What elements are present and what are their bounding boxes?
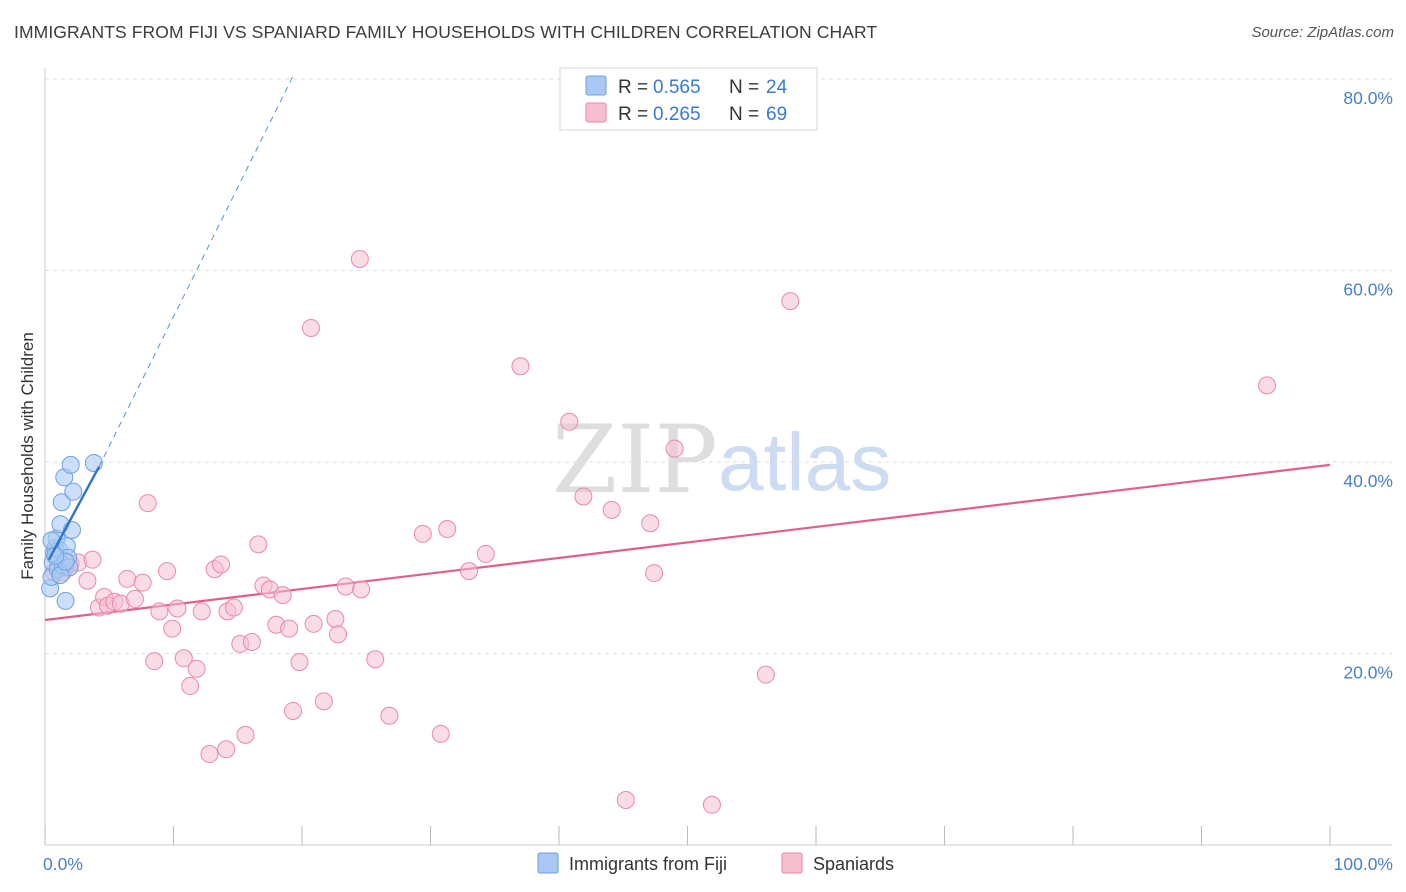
spaniards-point <box>212 555 231 574</box>
spaniards-point <box>174 649 193 668</box>
spaniards-point <box>304 614 323 633</box>
spaniards-point <box>352 580 371 599</box>
spaniards-point <box>133 573 152 592</box>
x-tick-label: 100.0% <box>1334 854 1393 874</box>
legend-swatch-fiji <box>537 852 559 874</box>
watermark: ZIP atlas <box>552 406 891 515</box>
gridlines <box>45 78 1392 654</box>
spaniards-point <box>242 633 261 652</box>
stats-swatch-fiji <box>585 75 607 96</box>
spaniards-point <box>224 598 243 617</box>
fiji-point <box>61 455 80 474</box>
fiji-point <box>84 453 103 472</box>
spaniards-point <box>138 494 157 513</box>
spaniards-point <box>284 701 303 720</box>
source-label: Source: ZipAtlas.com <box>1251 24 1394 41</box>
spaniards-point <box>158 562 177 581</box>
spaniards-point <box>249 535 268 554</box>
spaniards-point <box>163 619 182 638</box>
spaniards-point <box>431 724 450 743</box>
spaniards-point <box>616 790 635 809</box>
spaniards-trend <box>44 463 1331 622</box>
x-tick-label: 0.0% <box>43 854 83 874</box>
spaniards-point <box>350 250 369 269</box>
legend-swatch-spain <box>781 852 803 874</box>
spaniards-point <box>328 625 347 644</box>
spaniards-point <box>645 564 664 583</box>
spaniards-point <box>413 524 432 543</box>
stats-n-label-spain: N = <box>729 104 759 125</box>
spaniards-point <box>366 650 385 669</box>
spaniards-point <box>145 652 164 671</box>
fiji-point <box>42 531 61 550</box>
spaniards-point <box>168 599 187 618</box>
spaniards-point <box>781 292 800 311</box>
fiji-point <box>52 493 71 512</box>
legend-label-spain: Spaniards <box>813 854 894 874</box>
spaniards-point <box>1258 376 1277 395</box>
y-tick-label: 20.0% <box>1343 663 1393 683</box>
y-tick-label: 60.0% <box>1343 280 1393 300</box>
spaniards-point <box>314 692 333 711</box>
spaniards-point <box>476 544 495 563</box>
spaniards-point <box>78 571 97 590</box>
spaniards-point <box>125 589 144 608</box>
spaniards-point <box>236 725 255 744</box>
spaniards-point <box>217 740 236 759</box>
stats-n-label-fiji: N = <box>729 77 759 98</box>
y-tick-label: 80.0% <box>1343 88 1393 108</box>
spaniards-point <box>665 439 684 458</box>
spaniards-point <box>290 653 309 672</box>
stats-swatch-spain <box>585 102 607 123</box>
fiji-trend-extension <box>98 75 294 468</box>
spaniards-point <box>83 550 102 569</box>
spaniards-point <box>273 586 292 605</box>
fiji-points <box>41 453 103 610</box>
y-tick-labels: 20.0% 40.0% 60.0% 80.0% <box>1343 88 1393 683</box>
fiji-trend-line <box>47 466 101 561</box>
chart-title: IMMIGRANTS FROM FIJI VS SPANIARD FAMILY … <box>14 22 878 42</box>
spaniards-point <box>574 487 593 506</box>
spaniards-point <box>187 659 206 678</box>
spaniards-point <box>602 500 621 519</box>
spaniards-point <box>641 514 660 533</box>
spaniards-point <box>460 562 479 581</box>
stats-n-value-fiji: 24 <box>766 77 788 98</box>
spaniards-point <box>301 318 320 337</box>
stats-r-label-fiji: R = <box>618 77 648 98</box>
x-tick-labels: 0.0% 100.0% <box>43 854 1393 874</box>
y-tick-label: 40.0% <box>1343 471 1393 491</box>
spaniards-point <box>438 520 457 539</box>
legend: Immigrants from Fiji Spaniards <box>537 852 894 874</box>
spaniards-point <box>280 619 299 638</box>
fiji-point <box>64 482 83 501</box>
spaniards-point <box>118 569 137 588</box>
spaniards-point <box>192 602 211 621</box>
stats-r-value-fiji: 0.565 <box>653 77 701 98</box>
spaniards-trend-line <box>44 463 1331 622</box>
stats-box: R = 0.565 N = 24 R = 0.265 N = 69 <box>559 67 818 131</box>
spaniards-point <box>326 610 345 629</box>
spaniards-point <box>702 795 721 814</box>
spaniards-points <box>44 250 1277 814</box>
fiji-trend <box>47 75 294 561</box>
spaniards-point <box>336 577 355 596</box>
spaniards-point <box>181 677 200 696</box>
spaniards-point <box>150 602 169 621</box>
stats-r-label-spain: R = <box>618 104 648 125</box>
spaniards-point <box>200 745 219 764</box>
axes <box>44 68 1392 846</box>
legend-label-fiji: Immigrants from Fiji <box>569 854 727 874</box>
stats-n-value-spain: 69 <box>766 104 787 125</box>
spaniards-point <box>380 706 399 725</box>
spaniards-point <box>511 357 530 376</box>
stats-r-value-spain: 0.265 <box>653 104 701 125</box>
spaniards-point <box>560 412 579 431</box>
spaniards-point <box>756 665 775 684</box>
fiji-point <box>56 591 75 610</box>
